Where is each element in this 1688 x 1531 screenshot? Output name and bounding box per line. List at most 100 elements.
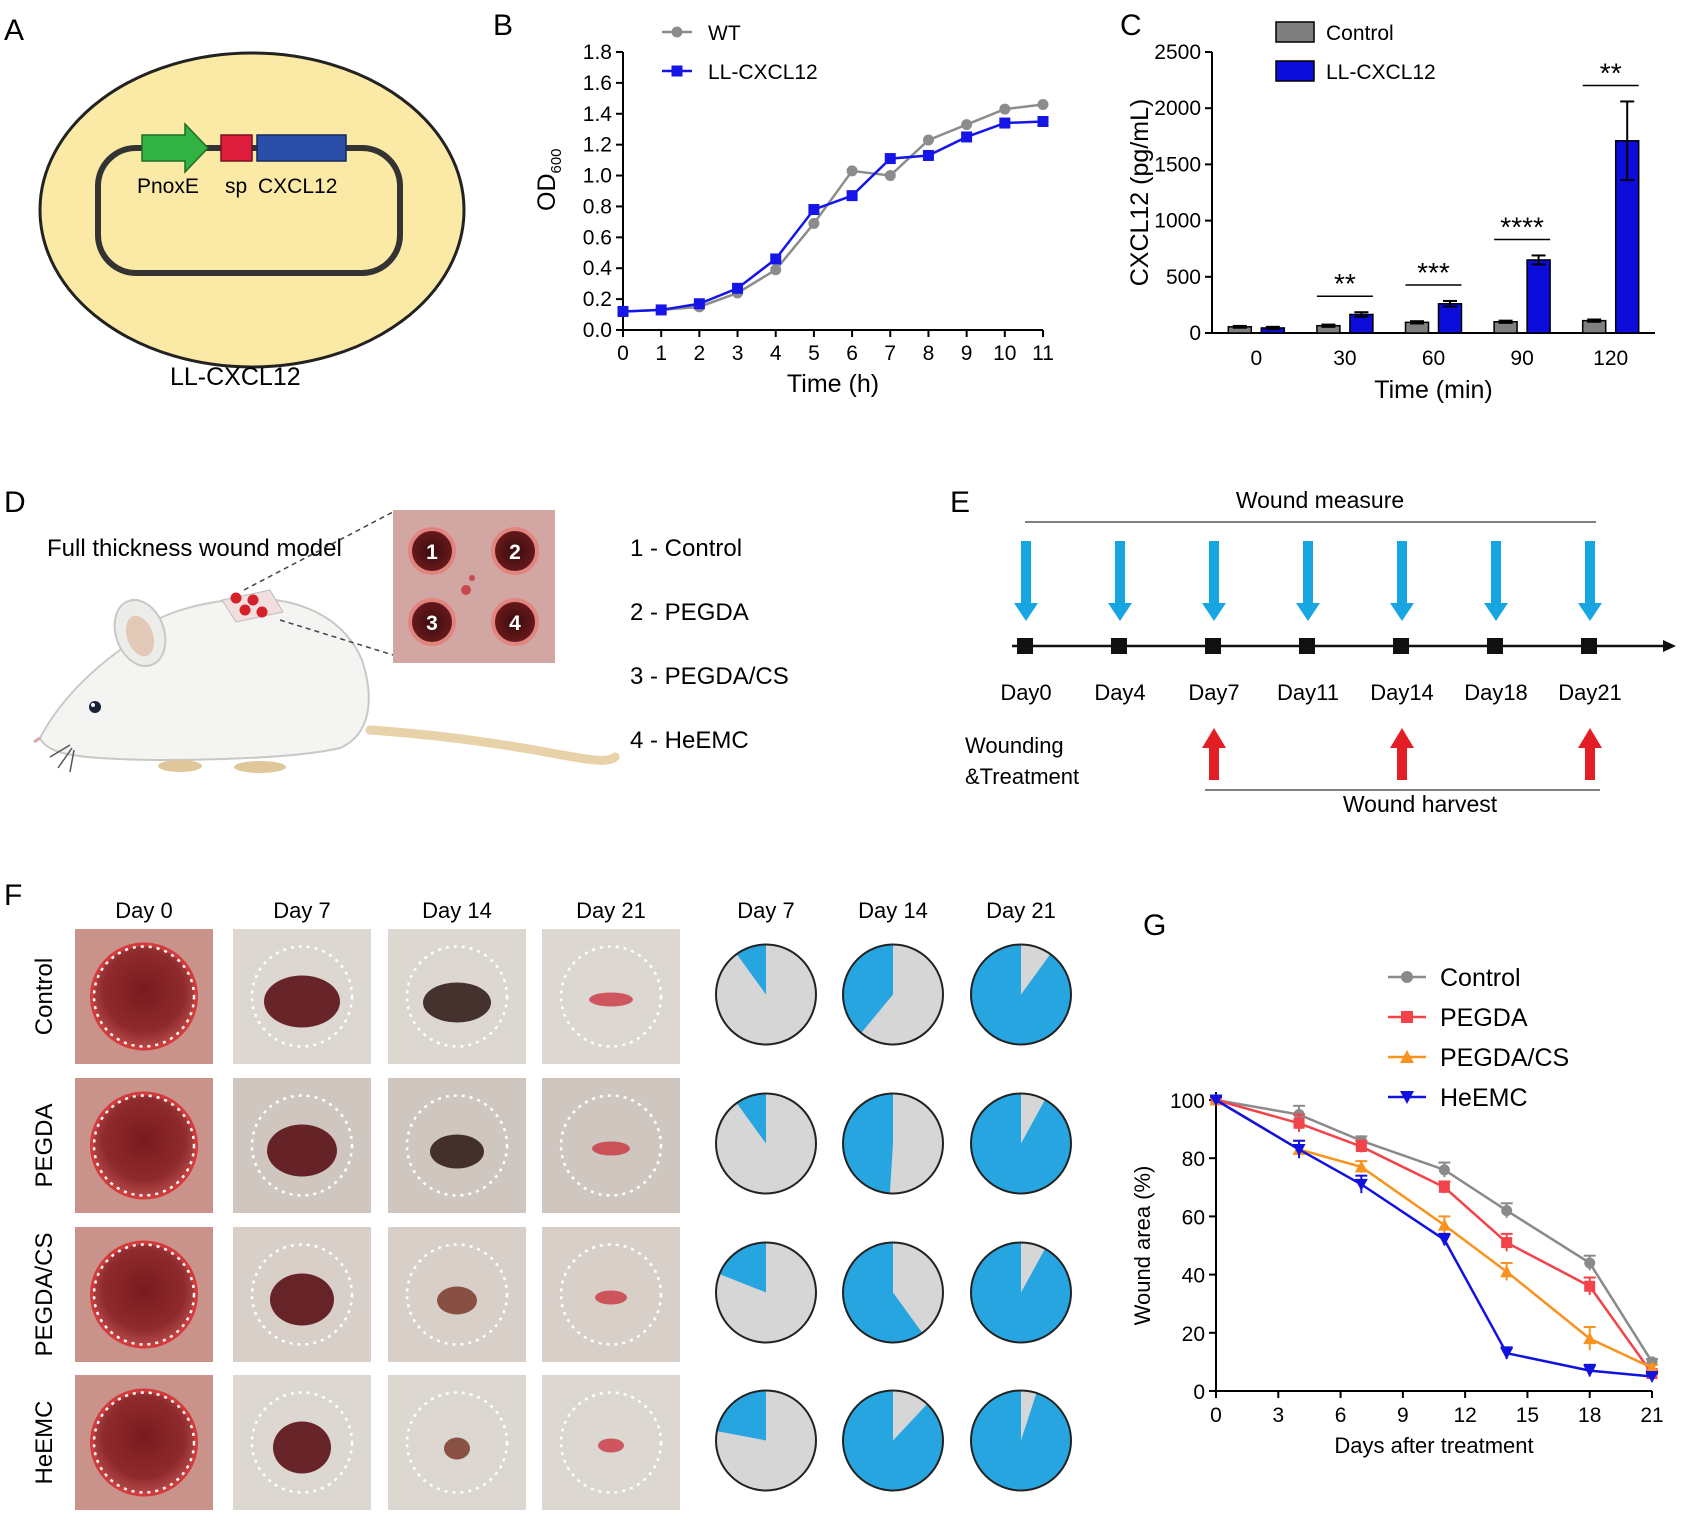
significance-stars: **** <box>1500 211 1544 242</box>
pie-closed-slice <box>971 1242 1071 1343</box>
y-axis-subscript: 600 <box>548 148 565 173</box>
data-point <box>1584 1280 1596 1292</box>
x-tick-label: 0 <box>1210 1404 1222 1427</box>
y-axis-title: OD600 <box>533 148 565 211</box>
x-tick-label: 30 <box>1333 347 1356 370</box>
data-point <box>617 305 629 317</box>
wound-outline <box>405 1243 509 1346</box>
data-point <box>846 190 858 202</box>
measure-arrow <box>1108 541 1132 621</box>
pie-closed-slice <box>970 1093 1071 1194</box>
measure-arrow <box>1578 541 1602 621</box>
x-tick-label: 2 <box>694 342 706 365</box>
bar <box>1437 303 1463 334</box>
data-point <box>922 149 934 161</box>
bar <box>1526 259 1551 334</box>
wound-outline <box>92 1391 196 1494</box>
data-point <box>922 134 934 146</box>
x-axis-title: Days after treatment <box>1334 1433 1533 1458</box>
wound-bed <box>90 1091 198 1200</box>
chart-b: 0.0 0.2 0.4 0.6 0.8 1.0 1.2 1.4 1.6 1.8 0 1 2 3 4 5 6 7 8 9… <box>533 22 1054 398</box>
timeline-day-label: Day4 <box>1094 680 1145 705</box>
data-point <box>1584 1257 1596 1269</box>
panel-b-label: B <box>493 9 513 42</box>
timeline-day-label: Day7 <box>1188 680 1239 705</box>
legend-label: Control <box>1326 22 1394 45</box>
legend-marker <box>1400 1091 1414 1104</box>
y-axis-title: Wound area (%) <box>1130 1166 1155 1326</box>
y-tick-label: 1500 <box>1154 153 1201 176</box>
data-point <box>961 131 973 143</box>
y-tick-label: 0 <box>1189 322 1201 345</box>
x-tick-label: 120 <box>1593 347 1628 370</box>
chart-c: 0 500 1000 1500 2000 2500 0 30 ** 60 *** 90 **** 120 *… <box>1126 21 1655 404</box>
data-point <box>1501 1205 1513 1217</box>
bacterium-cell <box>38 51 466 369</box>
wound-outline <box>405 1391 509 1494</box>
y-tick-label: 80 <box>1182 1148 1205 1171</box>
x-tick-label: 4 <box>770 342 782 365</box>
pie-closed-slice <box>736 1093 766 1144</box>
x-axis-title: Time (h) <box>787 370 879 398</box>
y-tick-label: 500 <box>1166 266 1201 289</box>
x-tick-label: 9 <box>961 342 973 365</box>
pie-outline <box>715 943 817 1046</box>
x-tick-label: 6 <box>846 342 858 365</box>
timeline-day-label: Day14 <box>1370 680 1434 705</box>
wound-number-1: 1 <box>426 541 438 564</box>
data-point <box>1500 1265 1514 1278</box>
x-tick-label: 7 <box>884 342 896 365</box>
y-tick-label: 0.0 <box>583 319 612 342</box>
y-tick-label: 1000 <box>1154 210 1201 233</box>
wound-number-4: 4 <box>509 612 521 635</box>
data-point <box>1500 1347 1514 1360</box>
panel-f-label: F <box>4 879 22 912</box>
photo-day-header: Day 21 <box>576 898 646 923</box>
pie-closed-slice <box>842 944 893 1034</box>
chart-g: 0 20 40 60 80 100 0 3 6 9 12 15 18 21 Days after treat… <box>1130 964 1664 1458</box>
measure-arrow <box>1484 541 1508 621</box>
data-point <box>999 117 1011 129</box>
data-point <box>1354 1178 1368 1191</box>
series-line-PEGDA <box>1215 1098 1654 1375</box>
x-tick-label: 15 <box>1516 1404 1539 1427</box>
x-tick-label: 3 <box>732 342 744 365</box>
timeline-marker <box>1581 638 1597 654</box>
significance-stars: ** <box>1334 268 1356 299</box>
panel-d: D Full thickness wound model <box>4 486 789 773</box>
data-point <box>999 103 1011 115</box>
group-label-3: 3 - PEGDA/CS <box>630 663 789 690</box>
timeline-day-label: Day21 <box>1558 680 1622 705</box>
data-point <box>1355 1141 1367 1153</box>
data-point <box>1438 1181 1450 1193</box>
harvest-arrow <box>1578 728 1602 780</box>
x-tick-label: 18 <box>1578 1404 1601 1427</box>
wound-bed <box>595 1290 627 1305</box>
panel-e: E Wound measure Day0 Day4 Day7 Day11 Day14 Da… <box>950 486 1676 817</box>
panel-g-label: G <box>1143 909 1166 942</box>
data-point <box>1438 1164 1450 1176</box>
data-point <box>808 204 820 216</box>
pie-outline <box>715 1389 817 1492</box>
group-label-2: 2 - PEGDA <box>630 599 749 626</box>
significance-stars: *** <box>1417 257 1450 288</box>
wound-bed <box>90 942 198 1051</box>
y-tick-label: 1.4 <box>583 103 613 126</box>
legend-label: LL-CXCL12 <box>708 61 818 84</box>
plasmid-label-promoter: PnoxE <box>137 175 199 198</box>
group-label-4: 4 - HeEMC <box>630 727 749 754</box>
data-point <box>808 217 820 229</box>
legend-marker <box>1400 1050 1414 1063</box>
row-label: Control <box>31 958 58 1035</box>
panel-c-label: C <box>1120 9 1142 42</box>
data-point <box>1501 1237 1513 1249</box>
panel-a-label: A <box>4 14 24 47</box>
series-line-LL-CXCL12 <box>622 120 1044 313</box>
wound-number-3: 3 <box>426 612 438 635</box>
x-tick-label: 90 <box>1510 347 1533 370</box>
pie-outline <box>842 1389 944 1492</box>
timeline-marker <box>1299 638 1315 654</box>
wound-outline <box>559 945 663 1048</box>
legend-label: PEGDA <box>1440 1004 1528 1032</box>
wound-outline <box>250 1391 354 1494</box>
